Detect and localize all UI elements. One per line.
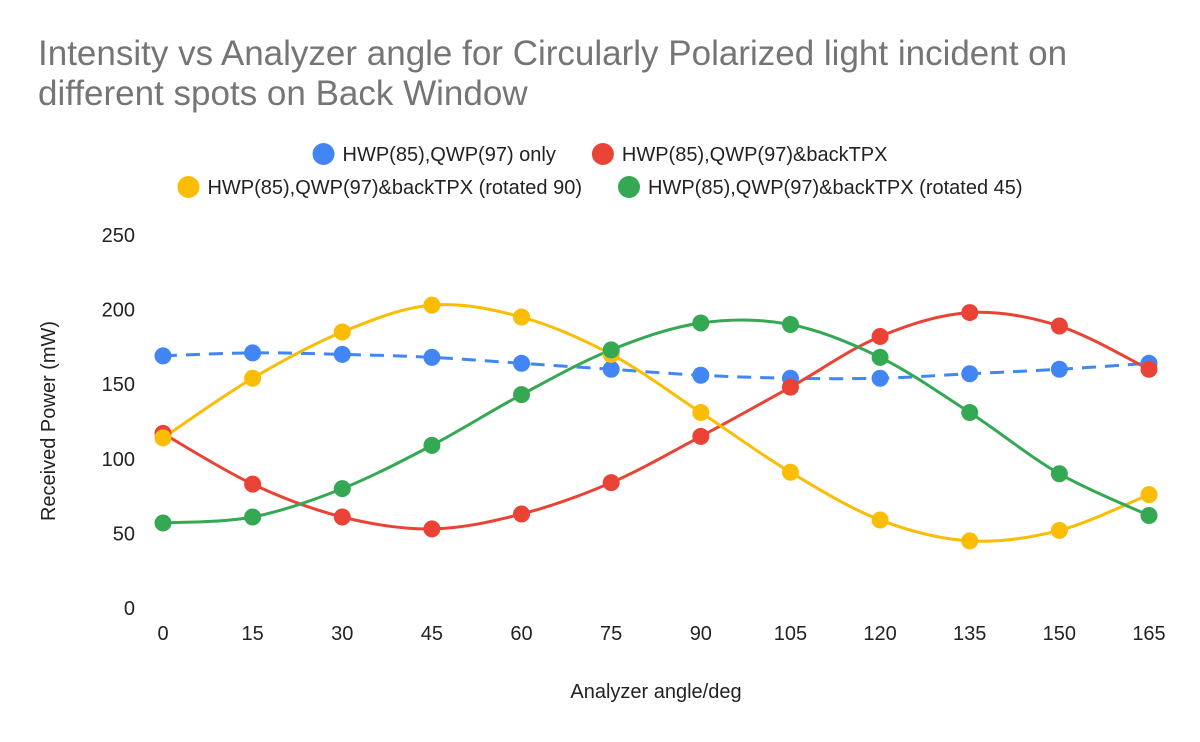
- data-point: [871, 369, 889, 387]
- data-point: [871, 348, 889, 366]
- legend-label: HWP(85),QWP(97)&backTPX: [622, 144, 888, 166]
- series-line-hwp-85-qwp-97-backtpx-rotated-45: [162, 318, 1150, 525]
- data-point: [602, 360, 620, 378]
- legend-item-hwp-85-qwp-97-backtpx-rotated-45: HWP(85),QWP(97)&backTPX (rotated 45): [618, 176, 1023, 199]
- series-points: [154, 296, 1158, 550]
- y-tick-label: 250: [102, 225, 135, 247]
- x-tick-label: 90: [690, 623, 712, 645]
- y-axis-title: Received Power (mW): [38, 321, 60, 521]
- data-point: [1050, 360, 1068, 378]
- data-point: [602, 341, 620, 359]
- y-tick-label: 150: [102, 374, 135, 396]
- data-point: [333, 323, 351, 341]
- legend-item-hwp-85-qwp-97-backtpx: HWP(85),QWP(97)&backTPX: [591, 143, 888, 166]
- x-tick-label: 165: [1132, 623, 1165, 645]
- data-point: [692, 314, 710, 332]
- data-point: [333, 345, 351, 363]
- x-tick-label: 135: [953, 623, 986, 645]
- legend: HWP(85),QWP(97) only HWP(85),QWP(97)&back…: [177, 143, 1023, 199]
- series-line-hwp-85-qwp-97-only: [162, 351, 1150, 381]
- x-tick-label: 150: [1043, 623, 1076, 645]
- legend-swatch: [177, 176, 200, 198]
- data-point: [961, 365, 979, 383]
- data-point: [692, 404, 710, 422]
- data-point: [1140, 506, 1158, 524]
- data-point: [692, 366, 710, 384]
- series-points-hwp-85-qwp-97-backtpx-rotated-45: [154, 314, 1158, 532]
- x-tick-label: 105: [774, 623, 807, 645]
- data-point: [871, 511, 889, 529]
- data-point: [333, 480, 351, 498]
- data-point: [423, 436, 441, 454]
- y-tick-label: 50: [113, 523, 135, 545]
- x-tick-label: 45: [421, 623, 443, 645]
- x-tick-label: 75: [600, 623, 622, 645]
- legend-swatch: [591, 143, 614, 165]
- x-tick-label: 15: [242, 623, 264, 645]
- series-line-hwp-85-qwp-97-backtpx: [162, 310, 1150, 531]
- x-tick-label: 30: [331, 623, 353, 645]
- chart-title: Intensity vs Analyzer angle for Circular…: [38, 34, 1068, 113]
- y-tick-label: 200: [102, 300, 135, 322]
- data-point: [1140, 360, 1158, 378]
- legend-swatch: [312, 143, 335, 165]
- data-point: [154, 429, 172, 447]
- legend-label: HWP(85),QWP(97)&backTPX (rotated 90): [207, 177, 582, 199]
- data-point: [961, 404, 979, 422]
- data-point: [602, 474, 620, 492]
- x-tick-label: 60: [510, 623, 532, 645]
- series-line-hwp-85-qwp-97-backtpx-rotated-90: [162, 303, 1150, 543]
- data-point: [781, 378, 799, 396]
- data-point: [513, 354, 531, 372]
- series-points-hwp-85-qwp-97-backtpx: [154, 304, 1158, 538]
- data-point: [244, 475, 262, 493]
- data-point: [423, 296, 441, 314]
- data-point: [513, 505, 531, 523]
- data-point: [423, 520, 441, 538]
- legend-swatch: [618, 176, 640, 198]
- data-point: [1050, 317, 1068, 335]
- x-axis-title: Analyzer angle/deg: [570, 681, 741, 703]
- data-point: [513, 308, 531, 326]
- data-point: [154, 347, 172, 365]
- data-point: [244, 344, 262, 362]
- data-point: [781, 463, 799, 481]
- y-tick-label: 0: [124, 598, 135, 620]
- legend-label: HWP(85),QWP(97) only: [343, 144, 556, 166]
- data-point: [692, 427, 710, 445]
- data-point: [244, 508, 262, 526]
- legend-item-hwp-85-qwp-97-backtpx-rotated-90: HWP(85),QWP(97)&backTPX (rotated 90): [177, 176, 582, 199]
- y-tick-label: 100: [102, 449, 135, 471]
- y-axis: 0 50 100 150 200 250: [102, 225, 135, 620]
- data-point: [1140, 486, 1158, 504]
- data-point: [513, 386, 531, 404]
- data-point: [781, 316, 799, 334]
- data-point: [333, 508, 351, 526]
- data-point: [961, 304, 979, 322]
- legend-label: HWP(85),QWP(97)&backTPX (rotated 45): [648, 177, 1023, 199]
- data-point: [154, 514, 172, 532]
- x-tick-label: 120: [863, 623, 896, 645]
- data-point: [244, 369, 262, 387]
- x-axis: 0 15 30 45 60 75 90 105 120 135 150 165: [157, 623, 1165, 645]
- data-point: [1050, 465, 1068, 483]
- x-tick-label: 0: [157, 623, 168, 645]
- data-point: [961, 532, 979, 550]
- legend-item-hwp-85-qwp-97-only: HWP(85),QWP(97) only: [312, 143, 556, 166]
- data-point: [1050, 521, 1068, 539]
- series-points-hwp-85-qwp-97-only: [154, 344, 1158, 387]
- data-point: [871, 327, 889, 345]
- series-lines: [162, 303, 1150, 543]
- data-point: [423, 348, 441, 366]
